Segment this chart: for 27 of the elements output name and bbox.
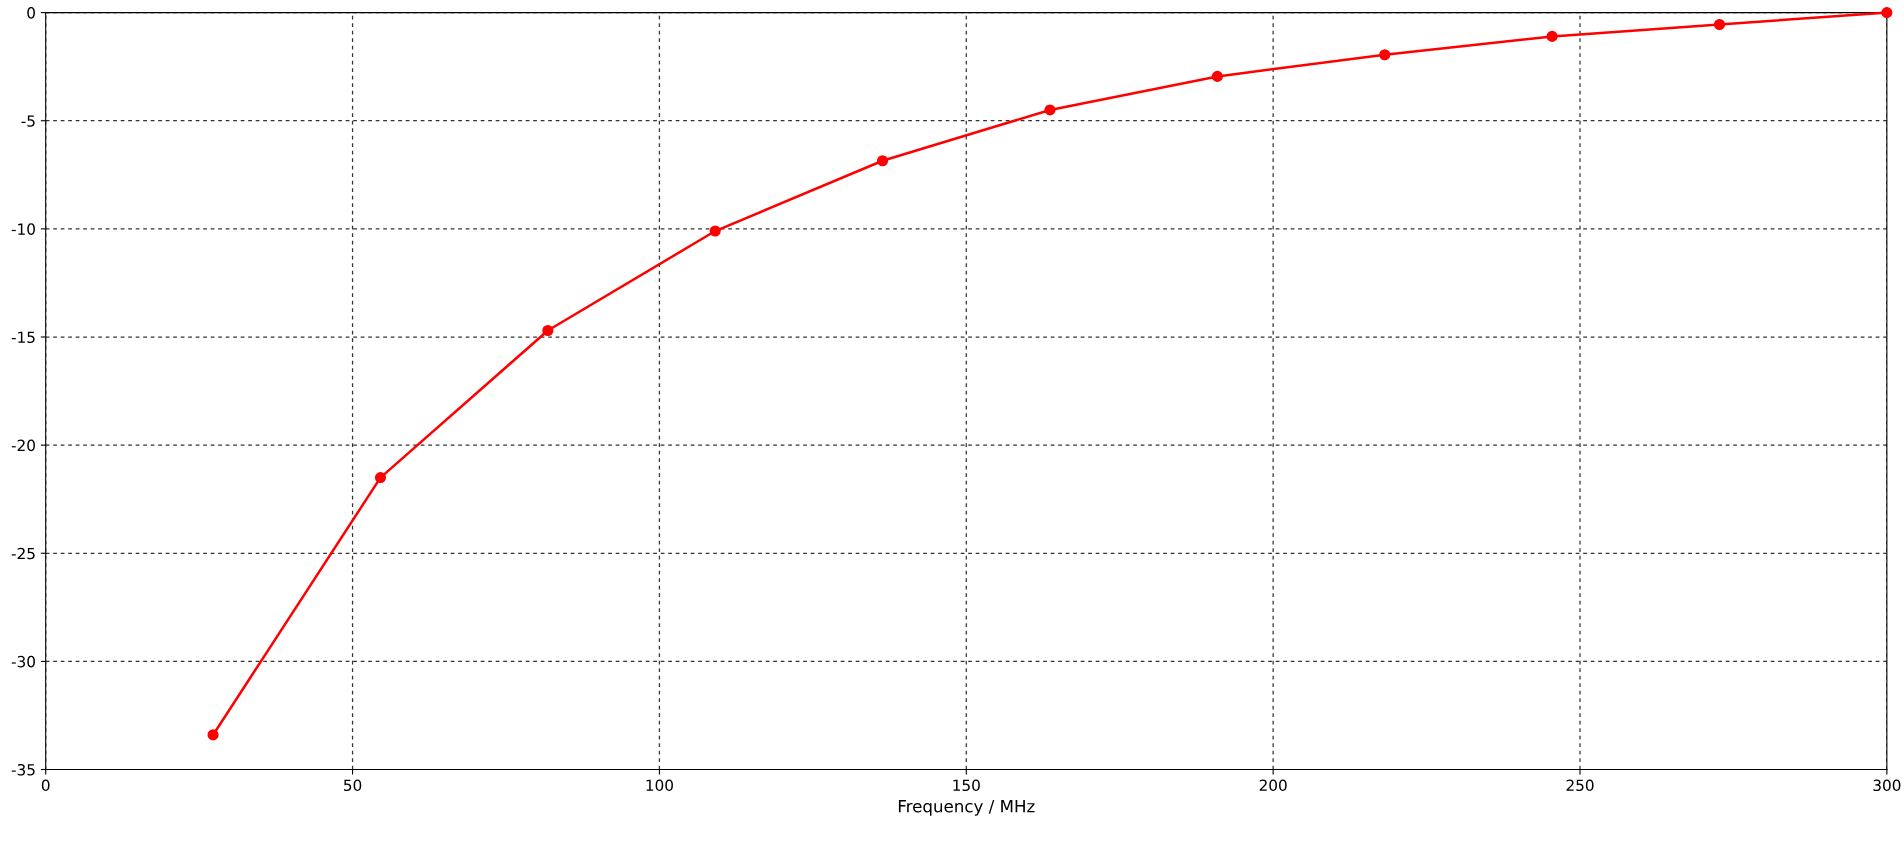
x-tick-label: 200 [1259,779,1287,792]
point [1379,49,1391,61]
y-tick-label: -20 [11,439,35,452]
point [1713,18,1726,31]
y-tick-label: -30 [11,655,35,668]
y-tick-label: -10 [11,223,35,235]
y-tick-label: -35 [11,763,35,776]
point [1211,70,1223,82]
y-tick-label: -25 [11,547,35,560]
x-axis-title: Frequency / MHz [898,800,1035,816]
point [1881,7,1893,19]
point [542,324,554,337]
y-tick-label: 0 [27,7,35,19]
point [1546,30,1558,42]
x-tick-label: 100 [646,779,673,792]
x-tick-label: 300 [1873,779,1901,792]
x-tick-label: 50 [344,779,362,792]
point [207,729,219,741]
point [1044,104,1056,116]
point [877,155,889,167]
x-tick-label: 150 [953,779,980,792]
point [374,472,387,484]
y-tick-label: -15 [11,331,35,344]
x-tick-label: 0 [41,779,50,792]
point [709,225,721,237]
x-tick-label: 250 [1566,779,1594,792]
y-tick-label: -5 [21,115,35,127]
